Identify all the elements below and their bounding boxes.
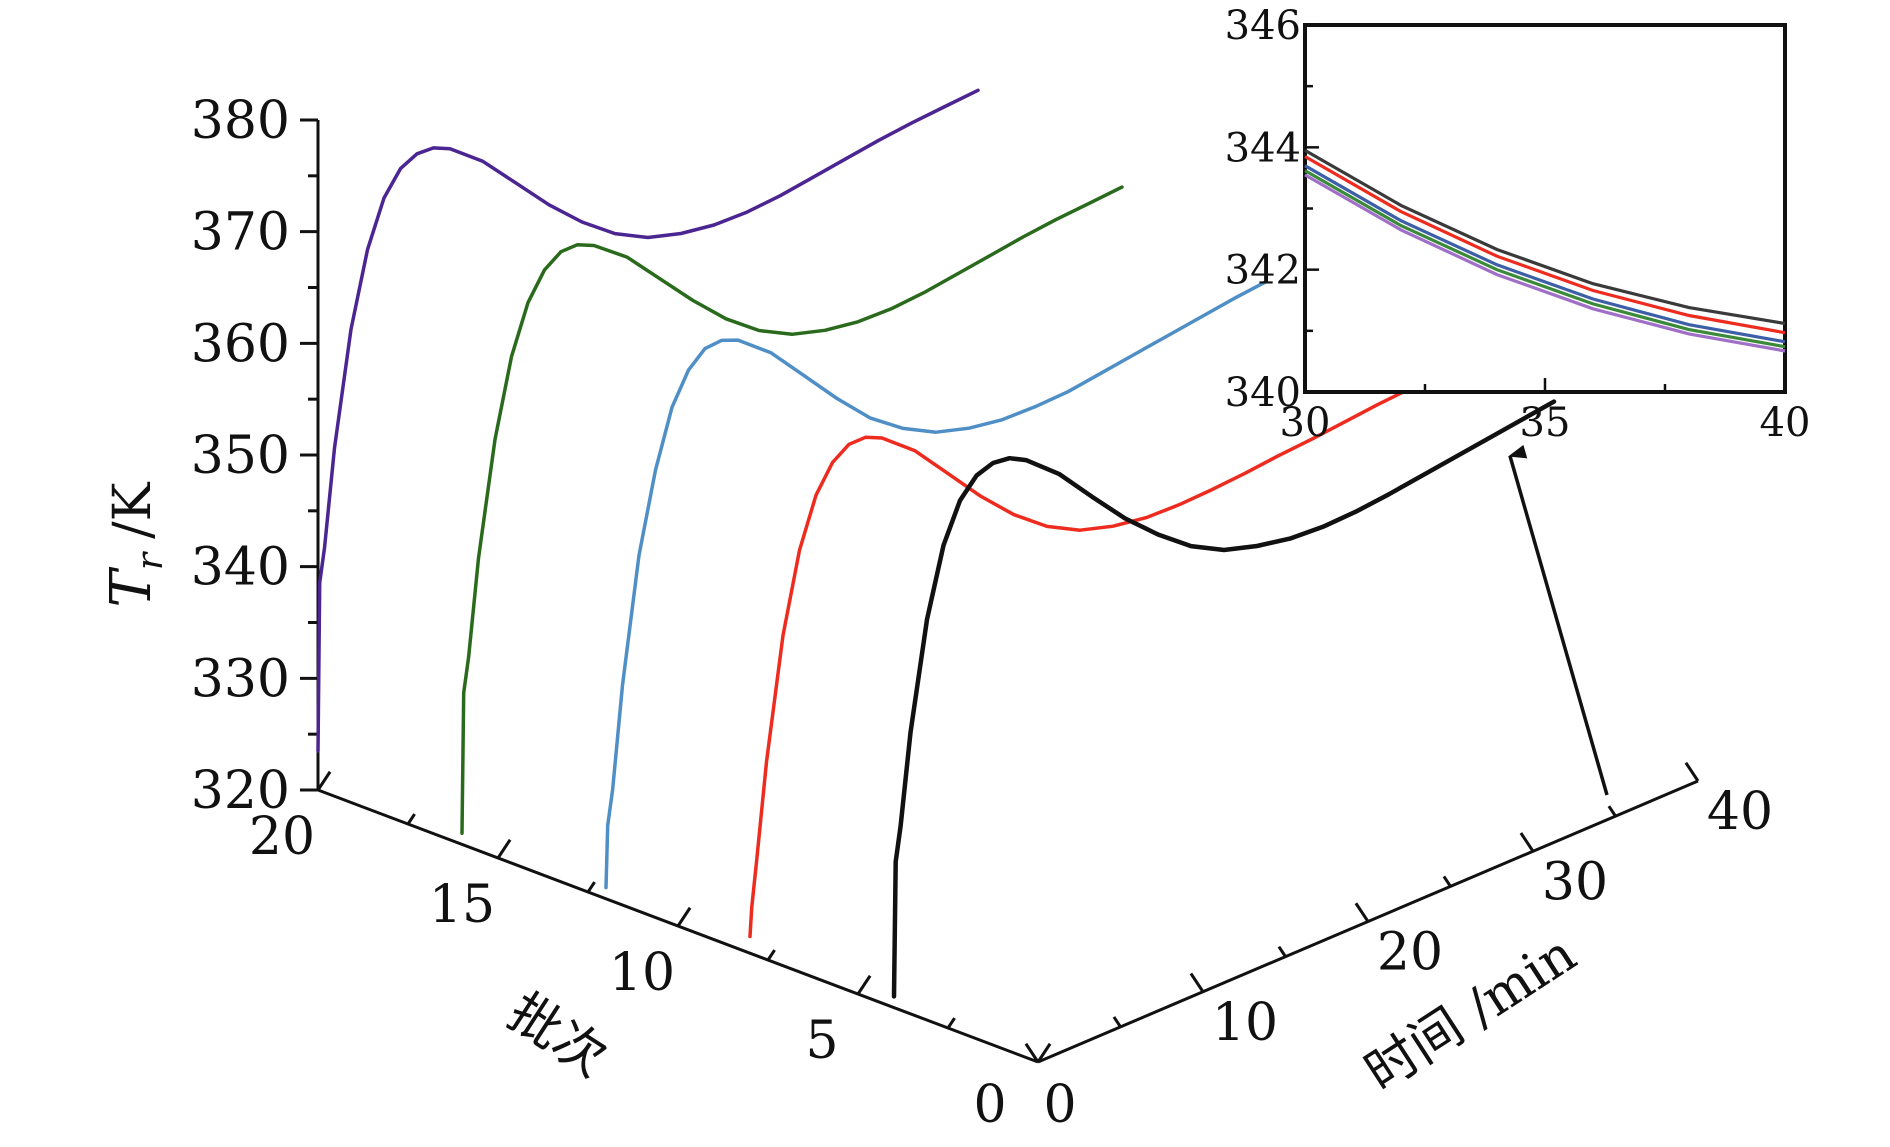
series-line-batch-4 xyxy=(891,399,1557,999)
x-tick-label: 20 xyxy=(1377,923,1443,983)
x-major-tick xyxy=(1519,832,1535,853)
inset-x-tick-label: 30 xyxy=(1280,400,1331,446)
main-axes: 320 330 340 350 360 370 380 20 15 10 5 10 20 30 40 0 0 xyxy=(191,91,1773,1135)
y-axis-title: Tr/K xyxy=(99,481,171,607)
x-tick-label: 40 xyxy=(1707,782,1773,842)
series-line-batch-8 xyxy=(748,386,1412,939)
inset-series-line xyxy=(1304,155,1786,335)
main-series-group xyxy=(316,88,1557,999)
z-tick-label: 5 xyxy=(805,1011,838,1071)
x-minor-tick xyxy=(1277,945,1287,958)
x-tick-label: 10 xyxy=(1212,993,1278,1053)
z-axis-title: 批次 xyxy=(497,982,617,1089)
z-minor-tick xyxy=(406,813,416,825)
series-line-batch-20 xyxy=(316,88,980,753)
x-major-tick xyxy=(1684,761,1700,782)
z-minor-tick xyxy=(586,881,596,893)
x-tick-label: 30 xyxy=(1542,852,1608,912)
inset-series-line xyxy=(1304,173,1786,353)
z-tick-label: 15 xyxy=(429,875,495,935)
z-major-tick xyxy=(856,974,872,995)
y-axis-subscript: r xyxy=(130,551,171,570)
y-tick-label: 330 xyxy=(191,649,290,709)
y-tick-label: 360 xyxy=(191,314,290,374)
z-major-tick xyxy=(676,906,692,927)
inset-y-tick-label: 344 xyxy=(1225,125,1301,171)
z-major-tick xyxy=(316,770,332,791)
inset-x-tick-label: 40 xyxy=(1760,400,1811,446)
inset-y-tick-label: 346 xyxy=(1225,3,1301,49)
x-minor-tick xyxy=(1607,805,1617,817)
x-origin-label: 0 xyxy=(1043,1075,1076,1135)
y-tick-label: 350 xyxy=(191,426,290,486)
x-major-tick xyxy=(1189,972,1205,993)
z-tick-label: 20 xyxy=(249,807,315,867)
z-major-tick xyxy=(496,838,512,859)
inset-x-tick-label: 35 xyxy=(1520,400,1571,446)
y-tick-label: 380 xyxy=(191,91,290,151)
inset-series-line xyxy=(1304,164,1786,344)
inset-plot: 340 342 344 346 30 35 40 xyxy=(1225,3,1811,446)
inset-pointer-arrow xyxy=(1508,444,1609,796)
y-tick-label: 340 xyxy=(191,538,290,598)
y-axis-symbol: T xyxy=(99,566,164,607)
x-major-tick xyxy=(1024,1042,1040,1063)
inset-series-line xyxy=(1304,169,1786,349)
series-line-batch-12 xyxy=(604,279,1268,890)
x-minor-tick xyxy=(1442,875,1452,888)
inset-y-tick-label: 340 xyxy=(1225,370,1301,416)
z-major-tick xyxy=(1036,1042,1052,1063)
inset-series-line xyxy=(1304,149,1786,326)
z-minor-tick xyxy=(766,949,776,961)
y-tick-label: 320 xyxy=(191,761,290,821)
y-axis-unit: /K xyxy=(103,481,163,539)
z-origin-label: 0 xyxy=(973,1075,1006,1135)
x-major-tick xyxy=(1354,902,1370,923)
z-minor-tick xyxy=(946,1017,956,1029)
z-tick-label: 10 xyxy=(609,943,675,1003)
series-line-batch-16 xyxy=(460,185,1124,835)
x-minor-tick xyxy=(1112,1016,1122,1028)
inset-y-tick-label: 342 xyxy=(1225,248,1301,294)
y-tick-label: 370 xyxy=(191,203,290,263)
